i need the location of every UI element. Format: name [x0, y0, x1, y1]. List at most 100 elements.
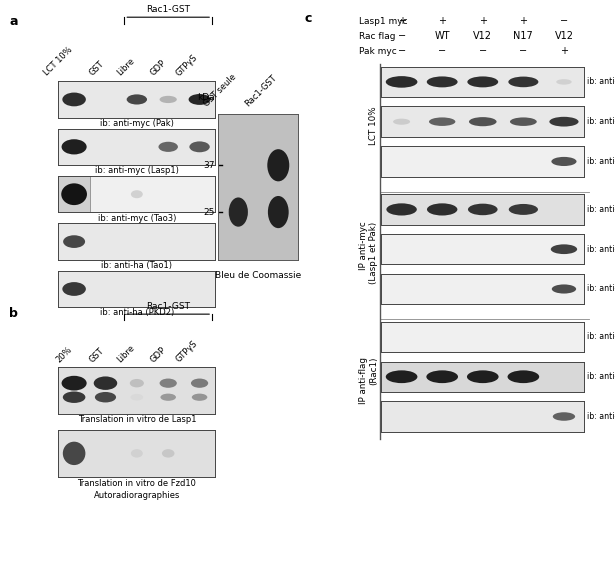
Ellipse shape — [229, 198, 248, 226]
Ellipse shape — [386, 370, 418, 383]
Text: b: b — [9, 307, 18, 320]
Text: ib: anti-ha (Tao1): ib: anti-ha (Tao1) — [101, 261, 172, 270]
Text: ib: anti-myc (Lasp1): ib: anti-myc (Lasp1) — [587, 77, 615, 87]
Ellipse shape — [553, 412, 575, 421]
Text: GTPγS: GTPγS — [175, 53, 199, 78]
Text: GTPγS: GTPγS — [175, 339, 199, 364]
Ellipse shape — [131, 449, 143, 457]
Ellipse shape — [268, 149, 289, 181]
Text: −: − — [438, 46, 446, 56]
Ellipse shape — [62, 92, 86, 106]
Ellipse shape — [552, 157, 576, 166]
Text: GST: GST — [87, 59, 106, 78]
Text: IP anti-myc
(Lasp1 et Pak): IP anti-myc (Lasp1 et Pak) — [359, 222, 378, 284]
Ellipse shape — [191, 378, 208, 388]
Text: Rac flag: Rac flag — [359, 32, 395, 41]
Text: Libre: Libre — [116, 343, 137, 364]
Text: Translation in vitro de Fzd10: Translation in vitro de Fzd10 — [77, 479, 196, 487]
Text: GDP: GDP — [149, 58, 168, 78]
Text: Bleu de Coomassie: Bleu de Coomassie — [215, 270, 301, 280]
Ellipse shape — [63, 235, 85, 248]
Ellipse shape — [62, 282, 86, 296]
Ellipse shape — [189, 142, 210, 152]
Text: GST: GST — [87, 346, 106, 364]
Text: +: + — [438, 16, 446, 26]
Ellipse shape — [427, 204, 458, 215]
Ellipse shape — [161, 394, 176, 401]
Ellipse shape — [507, 370, 539, 383]
Ellipse shape — [386, 204, 417, 215]
Ellipse shape — [552, 284, 576, 294]
Ellipse shape — [189, 94, 210, 105]
Text: Rac1-GST: Rac1-GST — [146, 5, 190, 13]
Ellipse shape — [130, 394, 143, 401]
Text: V12: V12 — [555, 31, 573, 41]
Text: N17: N17 — [514, 31, 533, 41]
Ellipse shape — [192, 394, 207, 401]
Text: ib: anti-flag (Rac1): ib: anti-flag (Rac1) — [587, 245, 615, 254]
Text: 37: 37 — [204, 161, 215, 170]
Text: ib: anti-myc (Lasp1): ib: anti-myc (Lasp1) — [587, 332, 615, 342]
Text: ib: anti-myc (Lasp1): ib: anti-myc (Lasp1) — [587, 205, 615, 214]
Ellipse shape — [93, 376, 117, 390]
Text: −: − — [397, 46, 406, 56]
Text: ib: anti-myc (Tao3): ib: anti-myc (Tao3) — [98, 214, 176, 222]
Ellipse shape — [551, 245, 577, 254]
Text: ib: anti-myc (Pak): ib: anti-myc (Pak) — [587, 157, 615, 166]
Text: ib: anti-myc (Pak): ib: anti-myc (Pak) — [100, 119, 174, 128]
Ellipse shape — [426, 370, 458, 383]
Ellipse shape — [62, 376, 87, 391]
Ellipse shape — [159, 142, 178, 152]
Text: ib: anti-ha (PKD2): ib: anti-ha (PKD2) — [100, 308, 174, 317]
Text: +: + — [478, 16, 487, 26]
Text: −: − — [519, 46, 528, 56]
Ellipse shape — [429, 118, 455, 126]
Text: ib: anti-myc (Lasp1): ib: anti-myc (Lasp1) — [95, 166, 179, 175]
Text: −: − — [478, 46, 487, 56]
Ellipse shape — [62, 183, 87, 205]
Ellipse shape — [63, 391, 85, 403]
Ellipse shape — [510, 118, 537, 126]
Text: GDP: GDP — [149, 345, 168, 364]
Ellipse shape — [469, 117, 496, 126]
Text: ib: anti-flag (Rac1): ib: anti-flag (Rac1) — [587, 117, 615, 126]
Ellipse shape — [159, 96, 177, 103]
Text: +: + — [397, 16, 406, 26]
Text: Rac1-GST: Rac1-GST — [243, 73, 278, 108]
Ellipse shape — [127, 94, 147, 105]
Text: ib: anti-flag (Rac1): ib: anti-flag (Rac1) — [587, 372, 615, 381]
Text: Libre: Libre — [116, 56, 137, 78]
Text: Rac1-GST: Rac1-GST — [146, 302, 190, 311]
Text: Autoradioragraphies: Autoradioragraphies — [93, 491, 180, 500]
Ellipse shape — [509, 204, 538, 215]
Ellipse shape — [131, 190, 143, 198]
Text: kDa: kDa — [197, 94, 215, 102]
Text: GST seule: GST seule — [202, 72, 239, 108]
Ellipse shape — [509, 77, 538, 87]
Text: 20%: 20% — [55, 345, 74, 364]
Ellipse shape — [159, 378, 177, 388]
Text: c: c — [304, 12, 312, 25]
Ellipse shape — [468, 204, 498, 215]
Ellipse shape — [162, 449, 175, 457]
Text: WT: WT — [434, 31, 450, 41]
Text: +: + — [519, 16, 528, 26]
Text: a: a — [9, 15, 18, 27]
Text: Lasp1 myc: Lasp1 myc — [359, 17, 408, 26]
Ellipse shape — [467, 370, 499, 383]
Text: LCT 10%: LCT 10% — [369, 106, 378, 144]
Ellipse shape — [268, 196, 288, 228]
Ellipse shape — [556, 79, 572, 85]
Text: IP anti-flag
(Rac1): IP anti-flag (Rac1) — [359, 357, 378, 404]
Ellipse shape — [467, 77, 498, 87]
Bar — [58, 176, 90, 212]
Ellipse shape — [549, 117, 579, 126]
Text: V12: V12 — [474, 31, 492, 41]
Ellipse shape — [95, 392, 116, 402]
Ellipse shape — [386, 76, 418, 88]
Text: Translation in vitro de Lasp1: Translation in vitro de Lasp1 — [77, 415, 196, 424]
Ellipse shape — [130, 379, 144, 387]
Ellipse shape — [427, 77, 458, 87]
Text: LCT 10%: LCT 10% — [42, 45, 74, 78]
Text: −: − — [397, 31, 406, 41]
